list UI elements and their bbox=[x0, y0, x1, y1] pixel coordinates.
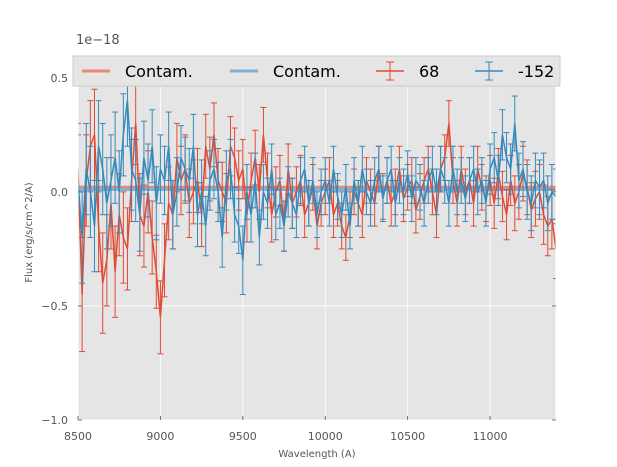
series-clip bbox=[78, 55, 556, 355]
y-tick-label: −0.5 bbox=[41, 300, 68, 313]
legend-label: Contam. bbox=[125, 62, 193, 81]
legend-label: Contam. bbox=[273, 62, 341, 81]
x-axis-label: Wavelength (A) bbox=[278, 449, 355, 460]
x-tick-label: 8500 bbox=[64, 430, 92, 443]
x-tick-label: 9000 bbox=[146, 430, 174, 443]
x-tick-label: 10500 bbox=[390, 430, 425, 443]
series-line--152 bbox=[78, 100, 556, 261]
legend-label: -152 bbox=[518, 62, 554, 81]
ticks: 8500 9000 9500 10000 10500 11000 −1.0 −0.5 0.0 0.… bbox=[41, 72, 556, 443]
x-tick-label: 9500 bbox=[229, 430, 257, 443]
legend-label: 68 bbox=[419, 62, 439, 81]
plot-frame bbox=[77, 54, 557, 421]
y-offset-label: 1e−18 bbox=[76, 33, 120, 48]
x-tick-label: 10000 bbox=[308, 430, 343, 443]
legend: Contam. Contam. 68 -152 bbox=[72, 55, 561, 87]
y-tick-label: 0.5 bbox=[51, 72, 69, 85]
y-tick-label: 0.0 bbox=[51, 186, 69, 199]
y-tick-label: −1.0 bbox=[41, 414, 68, 427]
x-tick-label: 11000 bbox=[473, 430, 508, 443]
y-axis-label: Flux (erg/s/cm^2/A) bbox=[24, 182, 35, 282]
series-layer bbox=[78, 55, 556, 355]
